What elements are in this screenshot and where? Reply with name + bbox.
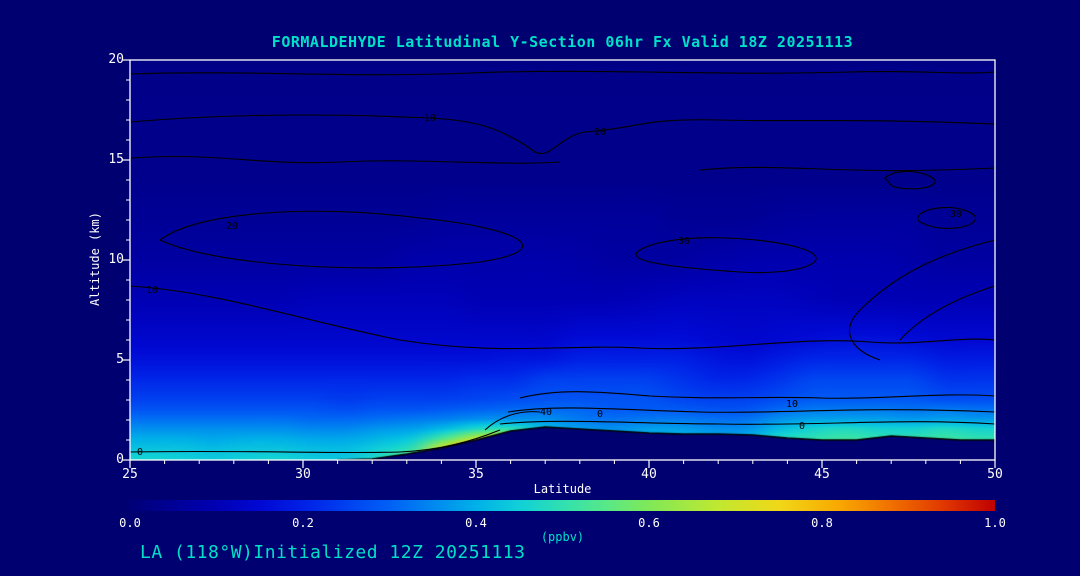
colorbar-tick-label: 0.2 bbox=[292, 516, 314, 530]
y-tick-label: 20 bbox=[108, 52, 124, 67]
colorbar-tick-label: 0.6 bbox=[638, 516, 660, 530]
y-tick-label: 10 bbox=[108, 252, 124, 267]
y-tick-label: 15 bbox=[108, 152, 124, 167]
colorbar-units-label: (ppbv) bbox=[540, 530, 585, 544]
colorbar-tick-label: 1.0 bbox=[984, 516, 1006, 530]
y-tick-label: 5 bbox=[116, 352, 124, 367]
x-tick-label: 50 bbox=[987, 467, 1003, 482]
x-tick-label: 35 bbox=[468, 467, 484, 482]
y-tick-label: 0 bbox=[116, 452, 124, 467]
x-tick-label: 40 bbox=[641, 467, 657, 482]
x-axis-label: Latitude bbox=[533, 482, 592, 496]
colorbar bbox=[130, 500, 995, 511]
footer-caption: LA (118°W)Initialized 12Z 20251113 bbox=[140, 542, 526, 563]
chart-title: FORMALDEHYDE Latitudinal Y-Section 06hr … bbox=[271, 33, 854, 51]
x-tick-label: 45 bbox=[814, 467, 830, 482]
x-tick-label: 25 bbox=[122, 467, 138, 482]
colorbar-tick-label: 0.4 bbox=[465, 516, 487, 530]
colorbar-tick-label: 0.8 bbox=[811, 516, 833, 530]
filled-contour-field bbox=[130, 60, 995, 460]
colorbar-tick-label: 0.0 bbox=[119, 516, 141, 530]
x-tick-label: 30 bbox=[295, 467, 311, 482]
